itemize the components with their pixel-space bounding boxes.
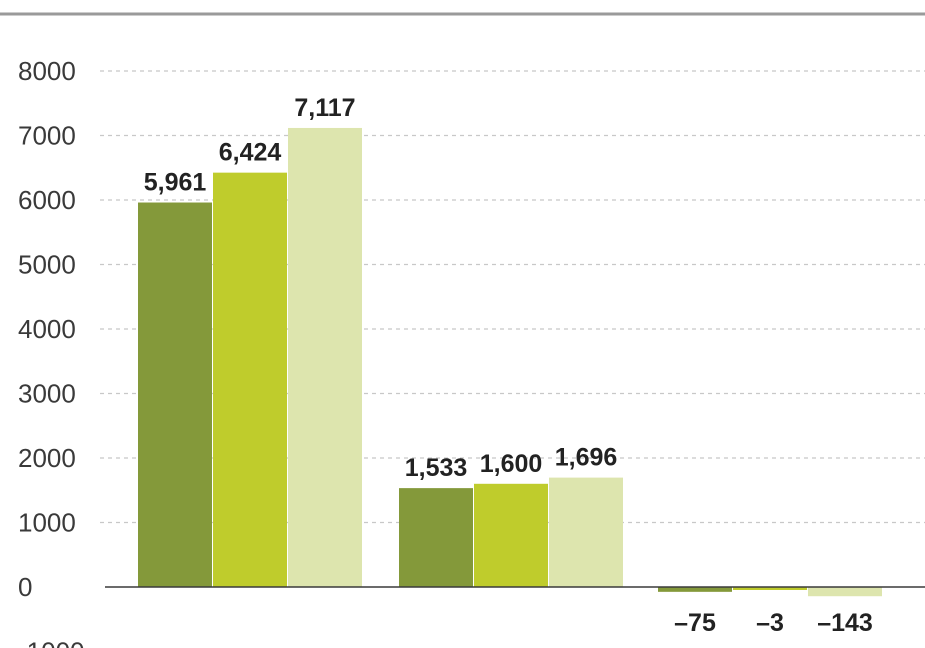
y-tick-label: 1000: [18, 508, 76, 538]
y-axis-tick-labels: 8000 7000 6000 5000 4000 3000 2000 1000 0 -1000: [18, 56, 85, 648]
y-tick-label: 6000: [18, 185, 76, 215]
data-label: –143: [817, 609, 873, 637]
data-label: –3: [756, 609, 784, 637]
data-label: –75: [674, 609, 716, 637]
y-tick-label: 7000: [18, 121, 76, 151]
y-tick-label: 8000: [18, 56, 76, 86]
bar: [658, 587, 732, 592]
y-tick-label: 2000: [18, 443, 76, 473]
bar: [549, 477, 623, 587]
data-label: 1,533: [405, 454, 468, 482]
data-label: 5,961: [144, 169, 207, 197]
bar: [399, 488, 473, 587]
data-label: 1,696: [555, 444, 618, 472]
bar: [474, 483, 548, 587]
bars: [138, 127, 882, 597]
data-label: 1,600: [480, 450, 543, 478]
y-tick-label: -1000: [18, 637, 85, 648]
y-tick-label: 0: [18, 572, 32, 602]
bar: [288, 127, 362, 588]
data-label: 7,117: [294, 94, 355, 122]
bar: [138, 202, 212, 587]
bar: [733, 587, 807, 590]
bar: [213, 172, 287, 588]
bar: [808, 587, 882, 597]
data-labels: 5,961 1,533 –75 6,424 1,600 –3 7,117 1,696 –143: [144, 94, 873, 637]
data-label: 6,424: [219, 139, 282, 167]
y-tick-label: 5000: [18, 250, 76, 280]
y-tick-label: 4000: [18, 314, 76, 344]
y-tick-label: 3000: [18, 379, 76, 409]
